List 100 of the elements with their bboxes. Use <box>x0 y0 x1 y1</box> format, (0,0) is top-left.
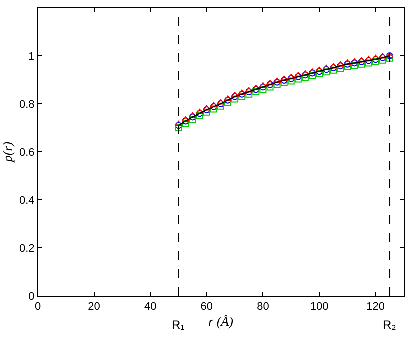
y-tick-label: 0.2 <box>20 242 35 255</box>
point <box>372 56 380 64</box>
point <box>372 54 380 60</box>
point <box>288 78 295 85</box>
point <box>330 63 338 69</box>
point <box>316 70 324 78</box>
point <box>330 66 338 74</box>
point <box>322 64 331 70</box>
point <box>189 114 196 121</box>
point <box>365 60 372 67</box>
point <box>260 86 267 94</box>
point <box>210 106 218 113</box>
point <box>309 70 316 77</box>
point <box>218 100 224 108</box>
point <box>174 120 183 126</box>
point <box>224 96 232 104</box>
point <box>365 57 372 64</box>
x-tick-label: 20 <box>88 301 100 314</box>
point <box>252 88 260 96</box>
point <box>364 56 373 62</box>
ref-line-label: R₁ <box>172 318 185 332</box>
point <box>358 57 366 63</box>
y-tick-label: 0.6 <box>20 146 35 159</box>
point <box>330 64 338 72</box>
point <box>218 102 224 110</box>
point <box>287 74 296 80</box>
point <box>196 108 204 114</box>
point <box>316 68 324 76</box>
point <box>294 73 302 80</box>
point <box>372 58 380 66</box>
point <box>351 60 358 67</box>
point <box>203 106 210 114</box>
x-tick-label: 60 <box>200 301 214 314</box>
point <box>323 66 330 74</box>
point <box>344 60 352 68</box>
point <box>344 60 352 66</box>
point <box>280 76 288 84</box>
point <box>280 76 288 82</box>
point <box>323 68 330 76</box>
point <box>232 96 239 103</box>
y-tick-label: 0.4 <box>20 194 35 207</box>
point <box>252 86 260 94</box>
point <box>224 96 232 102</box>
x-tick-label: 120 <box>366 301 386 314</box>
x-tick-label: 80 <box>257 301 270 314</box>
y-tick-label: 0 <box>28 290 35 303</box>
point <box>246 88 253 96</box>
point <box>294 72 302 78</box>
point <box>294 76 302 83</box>
point <box>182 118 190 125</box>
point <box>182 120 190 128</box>
point <box>288 75 295 82</box>
point <box>246 90 253 98</box>
point <box>231 92 240 98</box>
point <box>210 102 218 108</box>
point <box>379 56 386 64</box>
ref-line-label: R₂ <box>383 318 397 332</box>
point <box>196 110 204 118</box>
point <box>316 66 324 72</box>
point <box>308 68 316 74</box>
point <box>224 99 232 106</box>
point <box>302 72 309 79</box>
point <box>238 93 246 100</box>
point <box>210 103 218 110</box>
point <box>238 90 246 96</box>
point <box>344 63 352 70</box>
x-tick-label: 40 <box>144 301 157 314</box>
x-tick-label: 100 <box>310 301 329 314</box>
point <box>175 124 182 132</box>
point <box>182 116 190 122</box>
point <box>217 99 225 105</box>
point <box>273 78 282 84</box>
point <box>196 112 204 120</box>
point <box>238 90 246 98</box>
point <box>266 84 274 91</box>
point <box>260 84 267 91</box>
point <box>203 108 210 116</box>
point <box>232 93 239 100</box>
point <box>245 87 254 93</box>
point <box>378 53 387 59</box>
x-axis-title: r (Å) <box>208 314 234 329</box>
point <box>358 60 366 68</box>
point <box>266 81 274 88</box>
y-tick-label: 1 <box>28 50 35 63</box>
point <box>336 61 345 67</box>
point <box>266 80 274 86</box>
y-tick-label: 0.8 <box>20 98 35 111</box>
point <box>202 105 211 111</box>
point <box>175 122 182 130</box>
point <box>351 62 358 70</box>
point <box>302 74 309 82</box>
point <box>280 79 288 86</box>
point <box>379 54 386 62</box>
y-axis-title: p(r) <box>0 142 15 164</box>
point <box>252 84 260 90</box>
point <box>274 81 281 88</box>
point <box>189 116 196 124</box>
point <box>386 54 394 62</box>
point <box>274 78 281 86</box>
point <box>309 72 316 80</box>
